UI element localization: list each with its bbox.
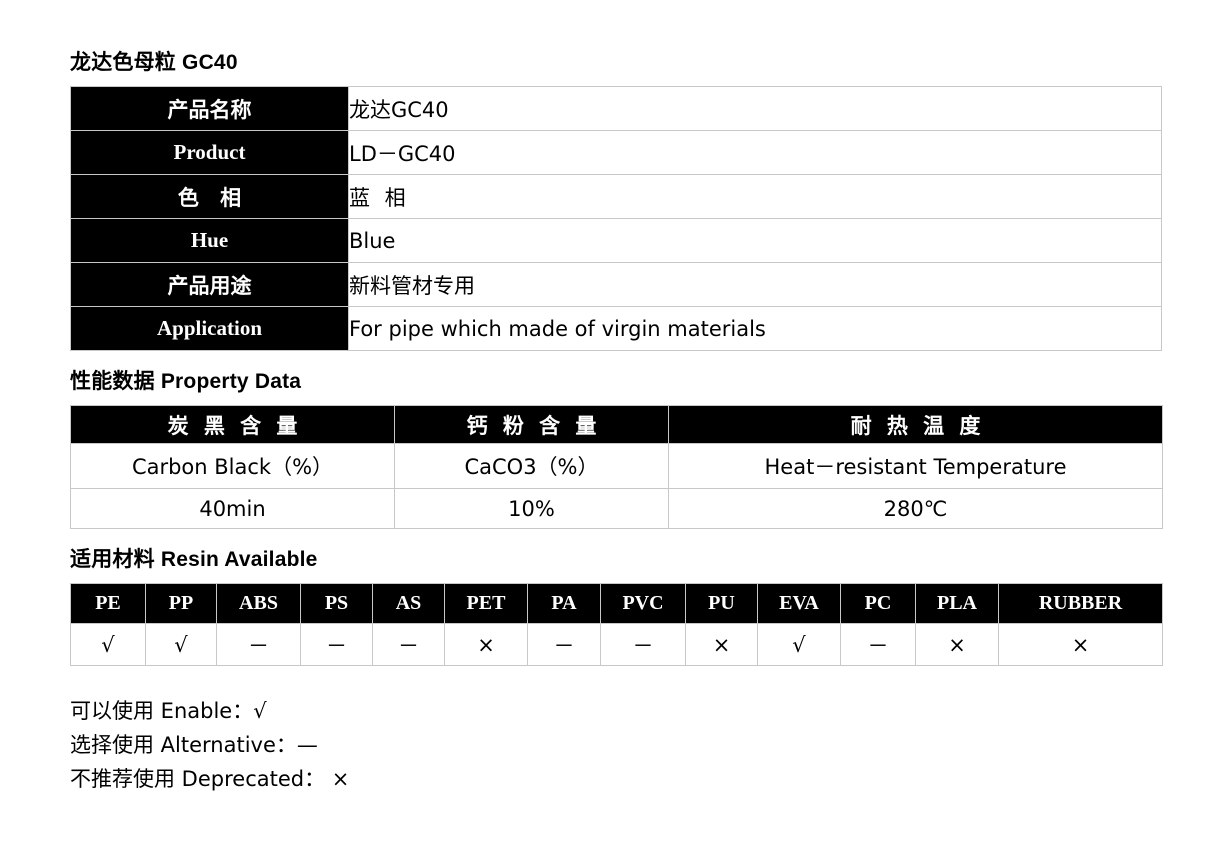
resin-header-eva: EVA <box>757 583 841 624</box>
resin-mark-pla: × <box>915 623 999 666</box>
resin-mark-pvc: － <box>600 623 686 666</box>
row-label-hue-cn: 色 相 <box>70 174 349 219</box>
resin-header-pla: PLA <box>915 583 999 624</box>
resin-mark-abs: － <box>216 623 301 666</box>
resin-header-pc: PC <box>840 583 916 624</box>
property-header-heat-cn: 耐 热 温 度 <box>668 405 1163 444</box>
resin-mark-eva: √ <box>757 623 841 666</box>
row-value-hue-cn: 蓝 相 <box>348 174 1162 219</box>
resin-mark-pa: － <box>527 623 601 666</box>
resin-header-pp: PP <box>145 583 217 624</box>
resin-available-table: PE PP ABS PS AS PET PA PVC PU EVA PC PLA RUBBER √ √ －－… <box>70 583 1163 666</box>
row-value-application: For pipe which made of virgin materials <box>348 306 1162 351</box>
table-row: 产品用途 新料管材专用 <box>70 262 1162 307</box>
page-title: 龙达色母粒 GC40 <box>70 51 238 74</box>
legend-item-deprecated: 不推荐使用 Deprecated： × <box>70 767 350 791</box>
property-header-carbon-black-cn: 炭 黑 含 量 <box>70 405 395 444</box>
table-row: Application For pipe which made of virgi… <box>70 306 1162 351</box>
row-value-hue: Blue <box>348 218 1162 263</box>
row-label-product-name-cn: 产品名称 <box>70 86 349 131</box>
table-row: Hue Blue <box>70 218 1162 263</box>
property-header-caco3-cn: 钙 粉 含 量 <box>394 405 669 444</box>
legend-item-enable: 可以使用 Enable：√ <box>70 699 267 723</box>
resin-header-pu: PU <box>685 583 758 624</box>
resin-mark-pc: － <box>840 623 916 666</box>
property-value-carbon-black: 40min <box>70 488 395 529</box>
resin-available-heading: 适用材料 Resin Available <box>70 548 318 571</box>
table-row: 40min 10% 280℃ <box>70 488 1163 529</box>
resin-header-abs: ABS <box>216 583 301 624</box>
resin-mark-ps: － <box>300 623 373 666</box>
resin-header-as: AS <box>372 583 445 624</box>
resin-header-pvc: PVC <box>600 583 686 624</box>
product-info-table: 产品名称 龙达GC40 Product LD－GC40 色 相 蓝 相 Hue … <box>70 86 1162 351</box>
row-label-hue: Hue <box>70 218 349 263</box>
table-row: 产品名称 龙达GC40 <box>70 86 1162 131</box>
row-value-product: LD－GC40 <box>348 130 1162 175</box>
resin-header-pet: PET <box>444 583 528 624</box>
table-row: √ √ －－－ × －－ × √ － × × <box>70 623 1163 666</box>
row-value-product-name-cn: 龙达GC40 <box>348 86 1162 131</box>
resin-mark-pe: √ <box>70 623 146 666</box>
table-subheader-row: Carbon Black（%） CaCO3（%） Heat－resistant … <box>70 443 1163 489</box>
table-header-row: PE PP ABS PS AS PET PA PVC PU EVA PC PLA RUBBER <box>70 583 1163 624</box>
resin-mark-pet: × <box>444 623 528 666</box>
resin-mark-pu: × <box>685 623 758 666</box>
resin-mark-as: － <box>372 623 445 666</box>
resin-mark-pp: √ <box>145 623 217 666</box>
product-info-body: 产品名称 龙达GC40 Product LD－GC40 色 相 蓝 相 Hue … <box>70 86 1162 351</box>
property-value-heat: 280℃ <box>668 488 1163 529</box>
property-value-caco3: 10% <box>394 488 669 529</box>
property-data-table: 炭 黑 含 量 钙 粉 含 量 耐 热 温 度 Carbon Black（%） … <box>70 405 1163 529</box>
property-header-carbon-black-en: Carbon Black（%） <box>70 443 395 489</box>
row-label-application-cn: 产品用途 <box>70 262 349 307</box>
legend-block: 可以使用 Enable：√ 选择使用 Alternative：— 不推荐使用 D… <box>70 666 1162 796</box>
row-label-application: Application <box>70 306 349 351</box>
legend-item-alternative: 选择使用 Alternative：— <box>70 733 318 757</box>
resin-available-body: PE PP ABS PS AS PET PA PVC PU EVA PC PLA RUBBER √ √ －－… <box>70 583 1163 666</box>
resin-mark-rubber: × <box>998 623 1163 666</box>
property-header-heat-en: Heat－resistant Temperature <box>668 443 1163 489</box>
row-label-product: Product <box>70 130 349 175</box>
table-row: Product LD－GC40 <box>70 130 1162 175</box>
resin-header-pa: PA <box>527 583 601 624</box>
row-value-application-cn: 新料管材专用 <box>348 262 1162 307</box>
resin-header-ps: PS <box>300 583 373 624</box>
table-row: 色 相 蓝 相 <box>70 174 1162 219</box>
resin-header-rubber: RUBBER <box>998 583 1163 624</box>
property-data-heading: 性能数据 Property Data <box>70 370 302 393</box>
property-data-body: 炭 黑 含 量 钙 粉 含 量 耐 热 温 度 Carbon Black（%） … <box>70 405 1163 529</box>
table-header-row: 炭 黑 含 量 钙 粉 含 量 耐 热 温 度 <box>70 405 1163 444</box>
property-header-caco3-en: CaCO3（%） <box>394 443 669 489</box>
resin-header-pe: PE <box>70 583 146 624</box>
